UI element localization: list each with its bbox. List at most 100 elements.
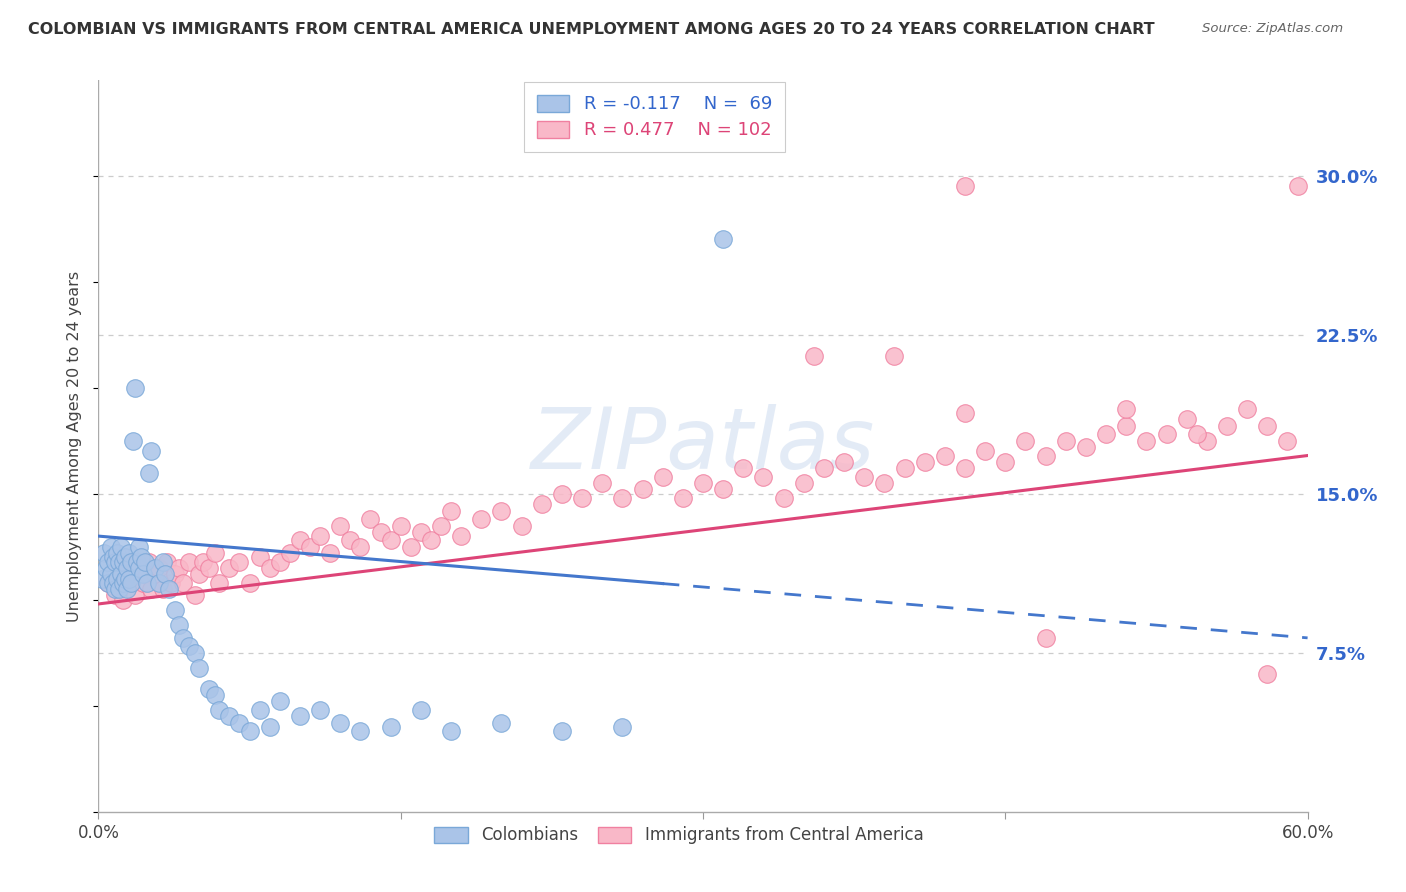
Point (107, 567, 129, 582)
Point (184, 589, 207, 603)
Point (793, 476, 815, 491)
Point (135, 567, 157, 582)
Point (138, 555, 160, 569)
Point (143, 561, 166, 575)
Point (491, 503, 513, 517)
Point (733, 461, 755, 475)
Point (803, 349, 825, 363)
Point (409, 524, 432, 539)
Point (1035, 449, 1057, 463)
Point (114, 550, 136, 565)
Point (93, 546, 115, 560)
Point (772, 491, 794, 505)
Point (128, 540, 150, 554)
Point (288, 709, 311, 723)
Point (172, 631, 194, 645)
Point (1286, 179, 1309, 194)
Point (934, 449, 956, 463)
Point (450, 529, 472, 543)
Point (118, 572, 141, 586)
Point (163, 567, 186, 582)
Point (994, 455, 1017, 469)
Point (198, 561, 221, 575)
Point (111, 555, 134, 569)
Point (139, 444, 162, 458)
Point (208, 575, 231, 590)
Point (120, 575, 142, 590)
Point (167, 618, 190, 632)
Point (228, 555, 250, 569)
Point (1054, 434, 1077, 448)
Point (100, 540, 122, 554)
Point (239, 724, 262, 739)
Point (299, 540, 322, 554)
Point (813, 461, 835, 475)
Point (430, 518, 453, 533)
Point (309, 703, 332, 717)
Point (103, 555, 125, 569)
Point (409, 703, 432, 717)
Point (883, 349, 905, 363)
Point (101, 575, 124, 590)
Point (1035, 631, 1057, 645)
Point (380, 533, 402, 548)
Point (103, 582, 125, 596)
Point (1115, 418, 1137, 433)
Point (440, 724, 463, 739)
Point (148, 575, 170, 590)
Point (711, 483, 734, 497)
Point (179, 640, 201, 654)
Point (953, 179, 976, 194)
Point (121, 434, 143, 448)
Point (259, 561, 281, 575)
Point (163, 603, 186, 617)
Point (167, 561, 190, 575)
Point (124, 589, 146, 603)
Point (389, 518, 412, 533)
Point (204, 546, 226, 560)
Point (120, 561, 142, 575)
Point (530, 497, 553, 511)
Point (96, 561, 118, 575)
Point (873, 476, 896, 491)
Point (370, 524, 392, 539)
Point (711, 232, 734, 246)
Point (204, 688, 226, 702)
Point (380, 720, 402, 734)
Point (105, 572, 128, 586)
Point (420, 533, 443, 548)
Point (269, 555, 291, 569)
Point (115, 561, 138, 575)
Point (128, 555, 150, 569)
Point (172, 575, 194, 590)
Point (1135, 434, 1157, 448)
Point (551, 724, 574, 739)
Point (1074, 440, 1097, 454)
Point (249, 703, 271, 717)
Point (1256, 667, 1278, 681)
Point (152, 555, 174, 569)
Point (239, 575, 262, 590)
Y-axis label: Unemployment Among Ages 20 to 24 years: Unemployment Among Ages 20 to 24 years (67, 270, 83, 622)
Point (107, 582, 129, 596)
Point (893, 461, 915, 475)
Point (399, 540, 422, 554)
Point (440, 503, 463, 517)
Point (114, 572, 136, 586)
Point (100, 567, 122, 582)
Point (329, 518, 352, 533)
Point (97, 555, 120, 569)
Point (612, 491, 634, 505)
Point (156, 555, 179, 569)
Point (179, 555, 201, 569)
Point (1115, 401, 1137, 416)
Point (218, 709, 240, 723)
Point (198, 681, 221, 696)
Point (1216, 418, 1239, 433)
Point (188, 660, 211, 674)
Point (139, 582, 162, 596)
Point (91, 572, 114, 586)
Point (125, 555, 148, 569)
Point (129, 550, 152, 565)
Point (107, 555, 129, 569)
